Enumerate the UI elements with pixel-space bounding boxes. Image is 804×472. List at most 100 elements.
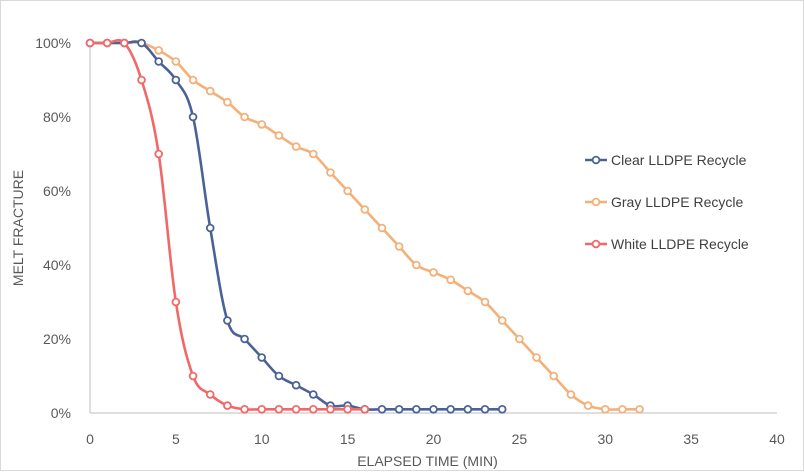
- series-layer: [85, 38, 644, 414]
- data-point: [360, 205, 370, 214]
- data-point: [377, 223, 387, 233]
- data-point: [240, 404, 249, 414]
- x-tick-label: 10: [254, 431, 270, 447]
- data-point: [394, 404, 404, 414]
- series-line-clear-lldpe-recycle: [88, 40, 504, 411]
- data-point: [274, 371, 284, 381]
- data-point: [377, 404, 387, 414]
- data-point: [257, 404, 267, 414]
- data-point: [618, 404, 627, 414]
- data-point: [412, 404, 421, 414]
- series-white-lldpe-recycle: [85, 38, 370, 414]
- y-tick-label: 40%: [43, 257, 71, 273]
- data-point: [171, 297, 181, 307]
- data-point: [446, 404, 455, 414]
- x-tick-label: 5: [172, 431, 180, 447]
- data-point: [171, 57, 181, 66]
- data-point: [412, 260, 421, 270]
- data-point: [291, 380, 301, 390]
- data-point: [326, 168, 335, 177]
- x-axis-title: ELAPSED TIME (MIN): [357, 453, 498, 469]
- legend-item-white-lldpe-recycle: White LLDPE Recycle: [585, 236, 749, 252]
- data-point: [154, 57, 164, 66]
- data-point: [429, 268, 438, 277]
- data-point: [205, 223, 215, 233]
- legend-label: Clear LLDPE Recycle: [611, 152, 747, 168]
- x-tick-label: 40: [769, 431, 785, 447]
- data-point: [480, 297, 490, 307]
- data-point: [635, 404, 644, 414]
- data-point: [154, 149, 164, 159]
- data-point: [360, 404, 370, 414]
- data-point: [549, 371, 559, 381]
- data-point: [394, 242, 404, 251]
- y-tick-label: 100%: [35, 35, 71, 51]
- data-point: [343, 186, 352, 196]
- data-point: [188, 371, 198, 381]
- data-point: [480, 404, 490, 414]
- y-tick-label: 0%: [51, 405, 71, 421]
- series-clear-lldpe-recycle: [85, 38, 507, 414]
- series-gray-lldpe-recycle: [85, 38, 644, 414]
- data-point: [120, 38, 129, 48]
- y-axis-title: MELT FRACTURE: [10, 170, 26, 286]
- legend-marker: [591, 197, 601, 207]
- data-point: [566, 390, 576, 399]
- y-tick-label: 20%: [43, 331, 71, 347]
- x-tick-label: 20: [426, 431, 442, 447]
- y-tick-label: 80%: [43, 109, 71, 125]
- data-point: [515, 334, 524, 344]
- data-point: [497, 316, 507, 325]
- legend: Clear LLDPE Recycle Gray LLDPE Recycle Whi…: [585, 152, 749, 252]
- data-point: [154, 46, 164, 55]
- data-point: [497, 404, 507, 414]
- legend-label: White LLDPE Recycle: [611, 236, 749, 252]
- data-point: [308, 149, 318, 159]
- y-tick-label: 60%: [43, 183, 71, 199]
- x-tick-label: 15: [340, 431, 356, 447]
- data-point: [600, 404, 610, 414]
- data-point: [205, 86, 215, 96]
- data-point: [583, 401, 593, 410]
- legend-marker: [591, 155, 601, 165]
- data-point: [429, 404, 438, 414]
- x-tick-label: 0: [86, 431, 94, 447]
- data-point: [188, 75, 198, 85]
- x-tick-labels: 0 5 10 15 20 25 30 35 40: [86, 431, 785, 447]
- data-point: [463, 286, 473, 296]
- data-point: [85, 38, 95, 48]
- data-point: [223, 97, 232, 107]
- data-point: [257, 120, 267, 129]
- y-tick-labels: 0% 20% 40% 60% 80% 100%: [35, 35, 71, 421]
- x-tick-label: 25: [512, 431, 528, 447]
- data-point: [291, 142, 301, 151]
- data-point: [308, 390, 318, 399]
- x-tick-label: 30: [597, 431, 613, 447]
- axes-group: [89, 39, 777, 414]
- data-point: [446, 275, 455, 285]
- data-point: [308, 404, 318, 414]
- data-point: [188, 112, 198, 122]
- series-line-white-lldpe-recycle: [88, 38, 367, 411]
- legend-marker: [591, 239, 601, 249]
- data-point: [137, 38, 146, 48]
- data-point: [532, 353, 541, 362]
- data-point: [171, 75, 181, 85]
- data-point: [223, 316, 232, 325]
- data-point: [463, 404, 473, 414]
- data-point: [205, 390, 215, 399]
- data-point: [257, 353, 267, 362]
- data-point: [343, 404, 352, 414]
- data-point: [291, 404, 301, 414]
- data-point: [274, 131, 284, 140]
- data-point: [240, 334, 249, 344]
- x-tick-label: 35: [683, 431, 699, 447]
- data-point: [240, 112, 249, 122]
- legend-item-gray-lldpe-recycle: Gray LLDPE Recycle: [585, 194, 743, 210]
- data-point: [274, 404, 284, 414]
- legend-item-clear-lldpe-recycle: Clear LLDPE Recycle: [585, 152, 747, 168]
- data-point: [137, 75, 146, 85]
- data-point: [102, 38, 112, 48]
